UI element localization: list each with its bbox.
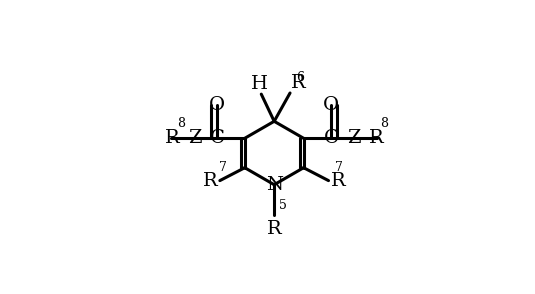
Text: R: R	[331, 172, 346, 190]
Text: R: R	[267, 220, 281, 238]
Text: Z: Z	[347, 129, 361, 147]
Text: 7: 7	[219, 161, 227, 174]
Text: 7: 7	[335, 161, 343, 174]
Text: 5: 5	[279, 199, 287, 212]
Text: O: O	[209, 96, 225, 114]
Text: O: O	[323, 96, 339, 114]
Text: H: H	[250, 75, 268, 93]
Text: R: R	[165, 129, 180, 147]
Text: R: R	[369, 129, 384, 147]
Text: C: C	[210, 129, 225, 147]
Text: N: N	[266, 176, 282, 194]
Text: C: C	[324, 129, 339, 147]
Text: R: R	[291, 74, 306, 92]
Text: 6: 6	[296, 71, 304, 84]
Text: 8: 8	[380, 117, 388, 130]
Text: 8: 8	[177, 117, 185, 130]
Text: R: R	[203, 172, 218, 190]
Text: Z: Z	[188, 129, 201, 147]
